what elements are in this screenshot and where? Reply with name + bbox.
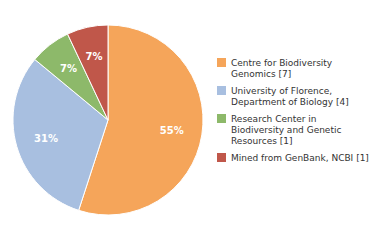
- data-labels: 55% 31% 7% 7%: [34, 51, 184, 143]
- legend-label: University of Florence,Department of Bio…: [231, 86, 349, 107]
- legend-item: Research Center inBiodiversity and Genet…: [217, 114, 341, 146]
- legend-item: Mined from GenBank, NCBI [1]: [217, 153, 369, 163]
- legend-label-line: University of Florence,: [231, 86, 332, 96]
- legend-label-line: Mined from GenBank, NCBI [1]: [231, 153, 369, 163]
- legend-label-line: Resources [1]: [231, 136, 293, 146]
- data-label: 7%: [60, 63, 77, 74]
- legend: Centre for BiodiversityGenomics [7] Unive…: [217, 58, 369, 163]
- data-label: 31%: [34, 133, 58, 144]
- legend-label-line: Genomics [7]: [231, 69, 291, 79]
- data-label: 7%: [85, 51, 102, 62]
- legend-swatch: [217, 58, 226, 67]
- data-label: 55%: [160, 125, 184, 136]
- legend-swatch: [217, 114, 226, 123]
- legend-swatch: [217, 153, 226, 162]
- legend-item: University of Florence,Department of Bio…: [217, 86, 349, 107]
- legend-label: Research Center inBiodiversity and Genet…: [231, 114, 341, 146]
- pie: [13, 25, 203, 215]
- legend-label-line: Research Center in: [231, 114, 317, 124]
- legend-label-line: Department of Biology [4]: [231, 97, 349, 107]
- legend-label-line: Centre for Biodiversity: [231, 58, 333, 68]
- legend-swatch: [217, 86, 226, 95]
- chart: 55% 31% 7% 7% Centre for BiodiversityGenomic…: [0, 0, 380, 240]
- legend-label: Centre for BiodiversityGenomics [7]: [231, 58, 333, 79]
- legend-item: Centre for BiodiversityGenomics [7]: [217, 58, 333, 79]
- legend-label-line: Biodiversity and Genetic: [231, 125, 341, 135]
- legend-label: Mined from GenBank, NCBI [1]: [231, 153, 369, 163]
